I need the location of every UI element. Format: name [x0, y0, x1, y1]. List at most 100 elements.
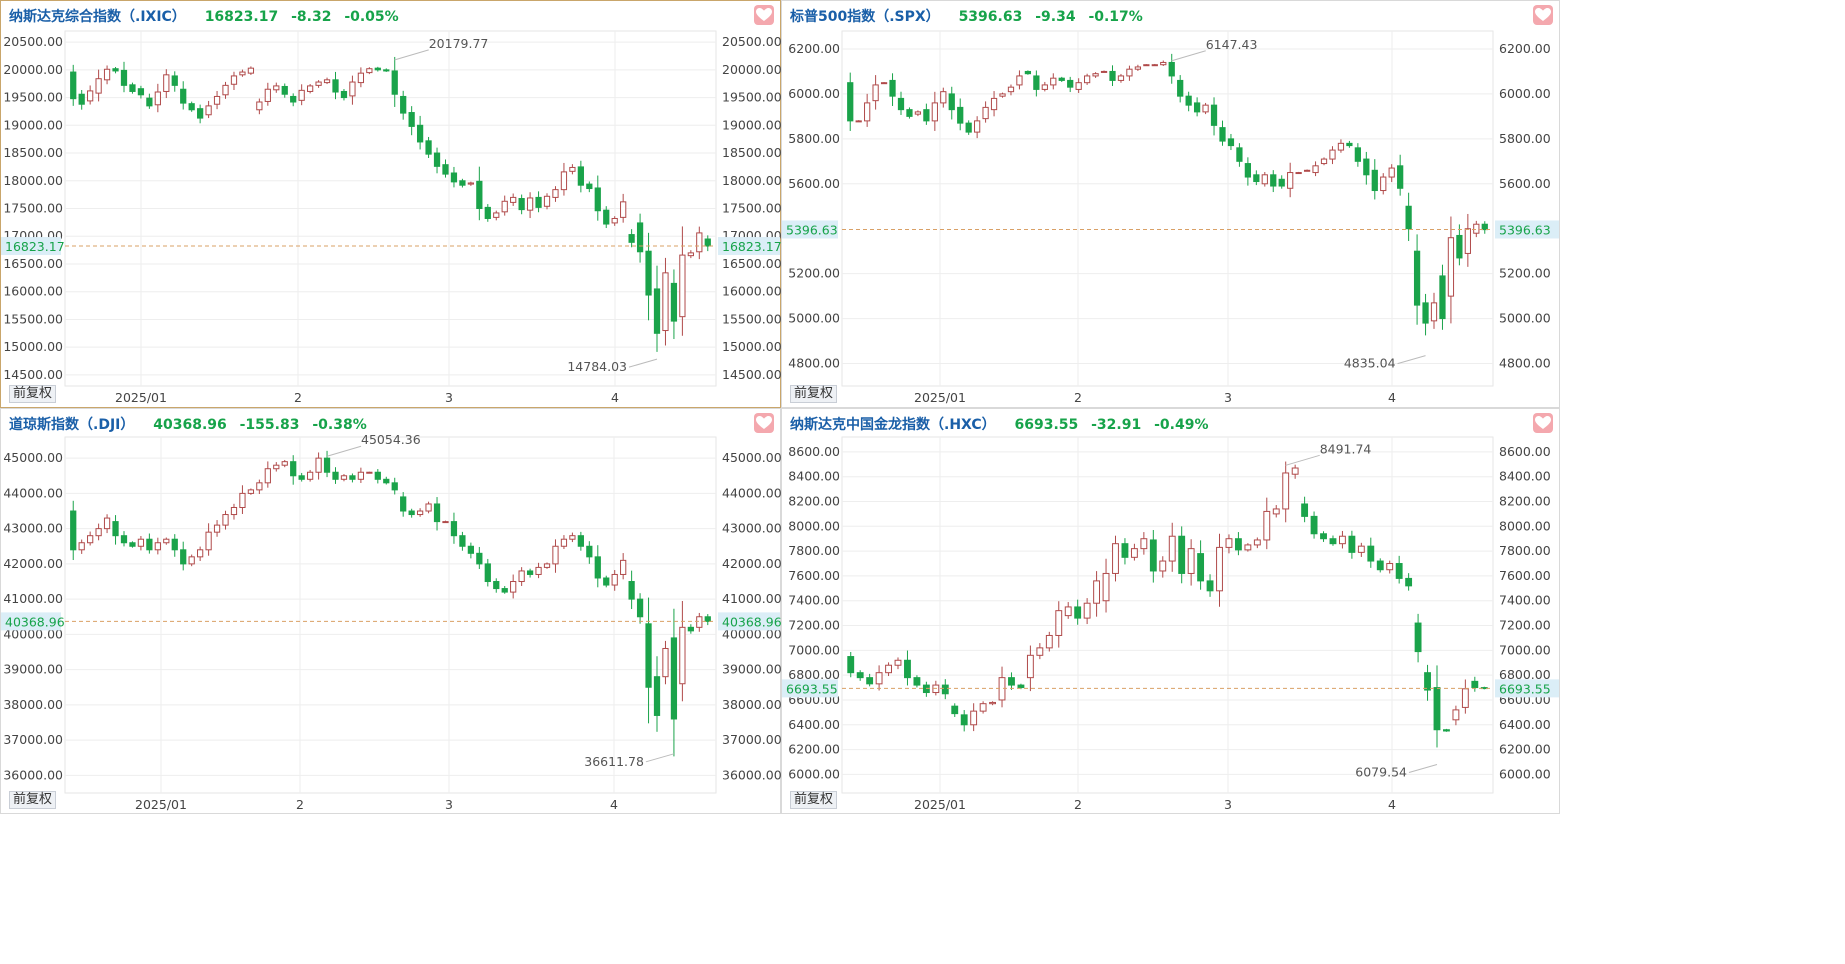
candle-down [1405, 577, 1413, 587]
candle-down [941, 684, 949, 695]
candle-up [222, 84, 229, 96]
candle-down [636, 598, 644, 618]
candle-down [965, 122, 972, 133]
favorite-heart-icon[interactable] [1533, 413, 1553, 433]
candle-down [904, 659, 911, 679]
candle-up [1143, 64, 1150, 67]
favorite-heart-icon[interactable] [1533, 5, 1553, 25]
candle-up [1447, 237, 1455, 297]
candle-up [307, 85, 314, 92]
candle-up [1055, 610, 1063, 636]
candle-down [70, 71, 77, 100]
favorite-heart-icon[interactable] [754, 5, 774, 25]
candle-down [146, 538, 153, 551]
y-tick-label-right: 41000.00 [722, 591, 782, 606]
y-tick-label-right: 5200.00 [1499, 266, 1551, 281]
y-tick-label-left: 17500.00 [3, 201, 63, 216]
chart-panel-spx[interactable]: 6200.00 6200.00 6000.00 6000.00 5800.00 5800.… [781, 0, 1560, 408]
candle-down [897, 97, 905, 111]
ixic-name: 纳斯达克综合指数（.IXIC） [9, 9, 186, 25]
candle-down [501, 588, 508, 593]
candle-up [1380, 176, 1387, 192]
price-tag-right: 6693.55 [1499, 681, 1551, 696]
y-tick-label-right: 6000.00 [1499, 86, 1551, 101]
chart-panel-ixic[interactable]: 20500.00 20500.00 20000.00 20000.00 19500.00… [0, 0, 782, 408]
candle-up [1320, 158, 1328, 165]
dji-name: 道琼斯指数（.DJI） [9, 417, 135, 433]
candle-up [1464, 228, 1471, 254]
candle-up [247, 489, 255, 494]
high-leader [1285, 454, 1320, 466]
candle-up [256, 101, 263, 111]
candle-down [400, 496, 407, 512]
candle-down [1376, 560, 1384, 571]
fq-button[interactable]: 前复权 [9, 791, 57, 809]
plot-area [64, 436, 717, 794]
candle-down [1320, 533, 1327, 540]
candle-up [366, 471, 373, 474]
candle-up [1303, 169, 1311, 172]
y-tick-label-left: 41000.00 [3, 591, 63, 606]
candle-up [213, 95, 221, 105]
candle-down [1395, 563, 1403, 579]
candle-down [476, 552, 483, 565]
y-tick-label-left: 15500.00 [3, 311, 63, 326]
dji-candlestick-chart: 45000.00 45000.00 44000.00 44000.00 43000.00… [1, 432, 782, 812]
candle-down [433, 152, 441, 167]
chart-panel-dji[interactable]: 45000.00 45000.00 44000.00 44000.00 43000.00… [0, 408, 782, 814]
candle-up [1160, 61, 1167, 66]
fq-button[interactable]: 前复权 [790, 791, 838, 809]
y-tick-label-left: 38000.00 [3, 697, 63, 712]
candle-up [679, 626, 686, 685]
candle-down [1008, 677, 1015, 686]
candle-up [1216, 546, 1223, 592]
chart-panel-hxc[interactable]: 8600.00 8600.00 8400.00 8400.00 8200.00 8200.… [781, 408, 1560, 814]
candle-down [948, 93, 955, 111]
candle-up [1050, 77, 1057, 86]
spx-last: 5396.63 [958, 9, 1023, 25]
candle-down [628, 234, 635, 243]
fq-button[interactable]: 前复权 [9, 385, 57, 403]
y-tick-label-right: 44000.00 [722, 485, 782, 500]
favorite-heart-icon[interactable] [754, 413, 774, 433]
candle-down [400, 95, 407, 114]
hxc-name: 纳斯达克中国金龙指数（.HXC） [790, 417, 996, 433]
candle-up [264, 88, 271, 102]
candle-up [535, 566, 542, 575]
fq-button[interactable]: 前复权 [790, 385, 838, 403]
candle-down [332, 471, 339, 480]
y-tick-label-right: 18500.00 [722, 145, 782, 160]
candle-up [662, 272, 669, 332]
x-tick-label: 2 [1074, 797, 1082, 812]
candle-up [560, 538, 568, 547]
candle-down [374, 471, 381, 480]
candle-up [315, 81, 322, 86]
candle-up [1329, 149, 1336, 160]
candle-down [1367, 545, 1375, 562]
high-label: 8491.74 [1320, 441, 1372, 456]
candle-up [1083, 602, 1091, 619]
x-tick-label: 2025/01 [135, 797, 187, 812]
candle-up [298, 89, 305, 101]
y-tick-label-right: 19500.00 [722, 90, 782, 105]
high-leader [326, 445, 362, 457]
price-tag-left: 16823.17 [5, 239, 65, 254]
candle-up [357, 471, 365, 480]
candle-up [1151, 64, 1158, 67]
candle-down [704, 238, 711, 247]
y-tick-label-right: 8000.00 [1499, 518, 1551, 533]
low-label: 14784.03 [567, 359, 627, 374]
y-tick-label-right: 5000.00 [1499, 311, 1551, 326]
candle-down [856, 672, 864, 679]
candle-up [1075, 82, 1082, 90]
candle-down [1422, 302, 1429, 324]
candle-up [1041, 84, 1048, 90]
y-tick-label-left: 6400.00 [788, 717, 840, 732]
candle-down [1301, 503, 1309, 517]
candle-down [1329, 538, 1337, 545]
candle-up [518, 570, 525, 583]
candle-up [679, 254, 686, 318]
price-tag-right: 40368.96 [722, 614, 782, 629]
candle-up [213, 524, 221, 533]
y-tick-label-right: 7800.00 [1499, 543, 1551, 558]
